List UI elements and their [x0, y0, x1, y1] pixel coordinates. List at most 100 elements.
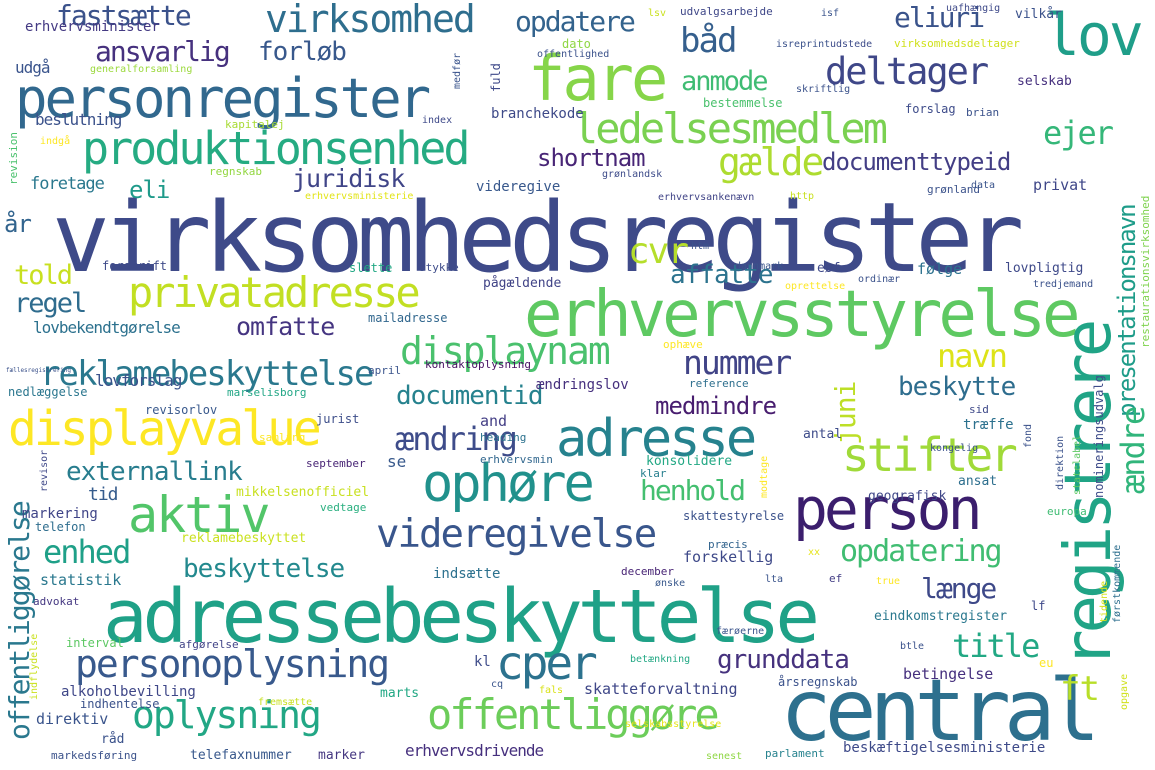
word: personregister	[15, 67, 431, 130]
word: and	[480, 412, 508, 430]
word: index	[422, 115, 453, 126]
word: fuld	[489, 63, 503, 92]
word: eindkomstregister	[874, 609, 1008, 624]
word: reklamebeskyttet	[181, 531, 307, 546]
word: september	[306, 457, 366, 470]
word: forskrift	[102, 259, 168, 273]
word: april	[368, 364, 402, 377]
word: deltager	[825, 50, 989, 93]
word: ændringslov	[536, 377, 629, 393]
word: medmindre	[655, 392, 777, 420]
word: anmode	[681, 66, 769, 97]
word: fond	[1023, 423, 1034, 448]
word: præcis	[708, 538, 748, 551]
word: nomineringsudvalg	[1092, 375, 1106, 498]
word: regel	[14, 288, 87, 319]
word: markedsføring	[51, 749, 138, 762]
word: stifter	[842, 428, 1018, 482]
word: presentationsnavn	[1113, 205, 1141, 417]
word: erhvervsankenævn	[658, 192, 755, 203]
word: enhed	[43, 533, 131, 571]
word: afgørelse	[179, 638, 239, 651]
word: mikkelsenofficiel	[236, 485, 370, 500]
word: opgave	[1119, 673, 1130, 710]
word: brian	[966, 106, 1000, 119]
word: båd	[680, 21, 737, 61]
word: træffe	[963, 417, 1014, 433]
word: fællesregistrering	[6, 367, 72, 374]
word: beskæftigelsesministerie	[843, 740, 1046, 756]
word: modtage	[759, 455, 770, 498]
word: displaynam	[400, 329, 611, 373]
word: erhvervsdrivende	[405, 741, 544, 760]
word: år	[4, 210, 32, 238]
word: htm	[691, 241, 710, 252]
word: indsætte	[433, 566, 501, 582]
word: told	[14, 260, 73, 291]
word: marselisborg	[227, 386, 307, 399]
word: documentid	[396, 381, 544, 411]
word: ansat	[958, 474, 998, 489]
word: cper	[496, 636, 598, 690]
word: cvr	[628, 231, 689, 272]
word: kongelig	[930, 443, 979, 454]
word: slette	[349, 261, 393, 275]
word: forslag	[905, 102, 956, 116]
word: shortnam	[537, 144, 646, 172]
word: eu	[1039, 656, 1054, 670]
word: beskytte	[898, 372, 1016, 402]
word: ordinær	[858, 274, 901, 285]
word: udgå	[15, 58, 51, 77]
word: adresse	[556, 409, 757, 469]
word: bestemmelse	[703, 96, 783, 110]
word: beslutning	[35, 110, 122, 129]
word: reklamebeskyttelse	[40, 354, 374, 394]
word: kl	[474, 654, 491, 670]
word: lf	[1031, 599, 1046, 613]
word: fare	[528, 42, 668, 115]
word: ændring	[395, 420, 518, 458]
word: privat	[1033, 176, 1088, 194]
word: btle	[900, 641, 925, 652]
word: betingelse	[903, 665, 994, 683]
word: nedlæggelse	[8, 385, 88, 399]
word: december	[621, 565, 674, 578]
word: ledelsesmedlem	[573, 104, 888, 153]
word: title	[952, 627, 1040, 665]
word: central	[780, 661, 1100, 761]
word: betænkning	[630, 654, 691, 665]
word: indflydelse	[29, 633, 40, 700]
word: affatte	[670, 260, 774, 290]
word: restaurationsvirksomhed	[1139, 195, 1152, 348]
word: opdatere	[515, 5, 636, 38]
word: xx	[808, 547, 821, 558]
word: offentlighed	[537, 49, 610, 60]
word: marts	[380, 686, 420, 701]
word: forskellig	[683, 548, 774, 566]
word: grønlandsk	[602, 169, 663, 180]
word: pågældende	[483, 276, 562, 291]
word: dato	[562, 37, 591, 51]
word: selskabsstyrelse	[625, 719, 722, 730]
word: udstede	[830, 39, 873, 50]
word: opdatering	[840, 534, 1003, 569]
word: grønland	[927, 183, 980, 196]
word: alkoholbevilling	[61, 684, 196, 700]
word: lovforslag	[95, 371, 182, 390]
word: erhvervsmin	[480, 453, 553, 466]
word: privatadresse	[128, 268, 421, 317]
word: ønske	[655, 578, 686, 589]
word: stykke	[419, 261, 459, 274]
word: true	[876, 576, 901, 587]
word: erhvervsministerie	[305, 191, 414, 202]
word: branchekode	[491, 106, 584, 122]
word: displayvalue	[8, 401, 322, 457]
word: lta	[765, 574, 784, 585]
word: juridisk	[292, 164, 405, 193]
word: navn	[937, 337, 1008, 375]
word: offentliggørelse	[3, 502, 36, 740]
word: ansvarlig	[95, 35, 231, 68]
word: førstkommende	[1112, 544, 1123, 623]
word: skatteforvaltning	[584, 680, 738, 698]
word: ft	[1060, 669, 1100, 709]
